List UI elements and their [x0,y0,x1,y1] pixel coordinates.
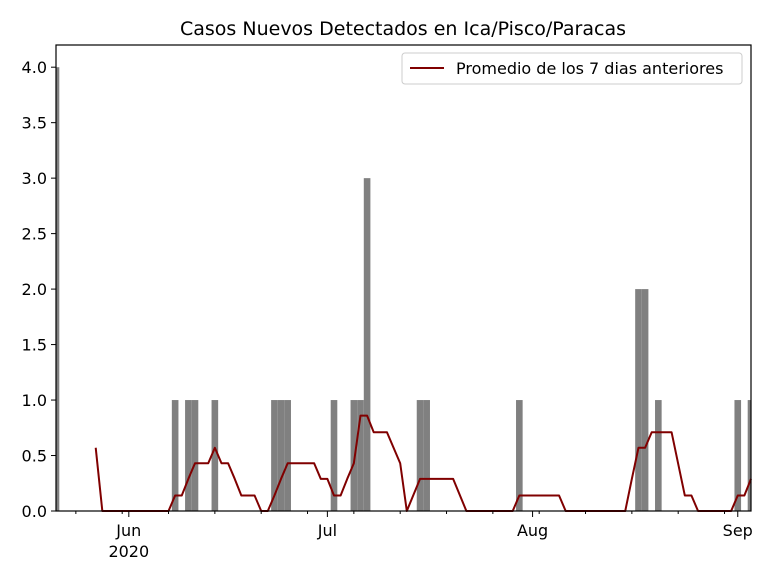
bar [171,400,179,511]
bar [641,289,649,511]
y-tick-label: 0.0 [22,502,47,521]
bar [271,400,278,511]
bar [277,400,285,511]
bar [363,178,371,511]
bar [734,400,742,511]
y-tick-label: 1.5 [22,336,47,355]
bars-layer [56,67,751,511]
bar [635,289,642,511]
bar [211,400,219,511]
x-tick-label: Jun [115,521,141,540]
bar [56,67,60,511]
series-line [94,414,752,512]
y-tick-label: 4.0 [22,58,47,77]
y-tick-label: 3.5 [22,114,47,133]
x-tick-label: Aug [517,521,548,540]
bar [655,400,662,511]
bar [416,400,424,511]
y-tick-label: 0.5 [22,447,47,466]
x-axis: Jun 2020 Jul Aug Sep [75,511,753,561]
bar [185,400,192,511]
legend-label: Promedio de los 7 dias anteriores [456,59,723,78]
legend-box [401,52,743,85]
bar [330,400,338,511]
legend: Promedio de los 7 dias anteriores [401,52,743,85]
bar [357,400,364,511]
bar [516,400,523,511]
x-tick-label: Jul [317,521,337,540]
plot-frame [55,44,752,512]
y-tick-label: 2.0 [22,280,47,299]
chart-title: Casos Nuevos Detectados en Ica/Pisco/Par… [180,18,626,40]
y-tick-label: 1.0 [22,391,47,410]
line-layer [94,414,752,512]
x-tick-label: Sep [723,521,753,540]
bar [747,400,751,511]
y-tick-label: 2.5 [22,225,47,244]
bar [350,400,358,511]
bar [191,400,199,511]
x-tick-sublabel: 2020 [108,542,149,561]
bar [284,400,291,511]
y-axis: 0.0 0.5 1.0 1.5 2.0 2.5 3.0 3.5 4.0 [22,58,56,521]
bar [423,400,430,511]
y-tick-label: 3.0 [22,169,47,188]
